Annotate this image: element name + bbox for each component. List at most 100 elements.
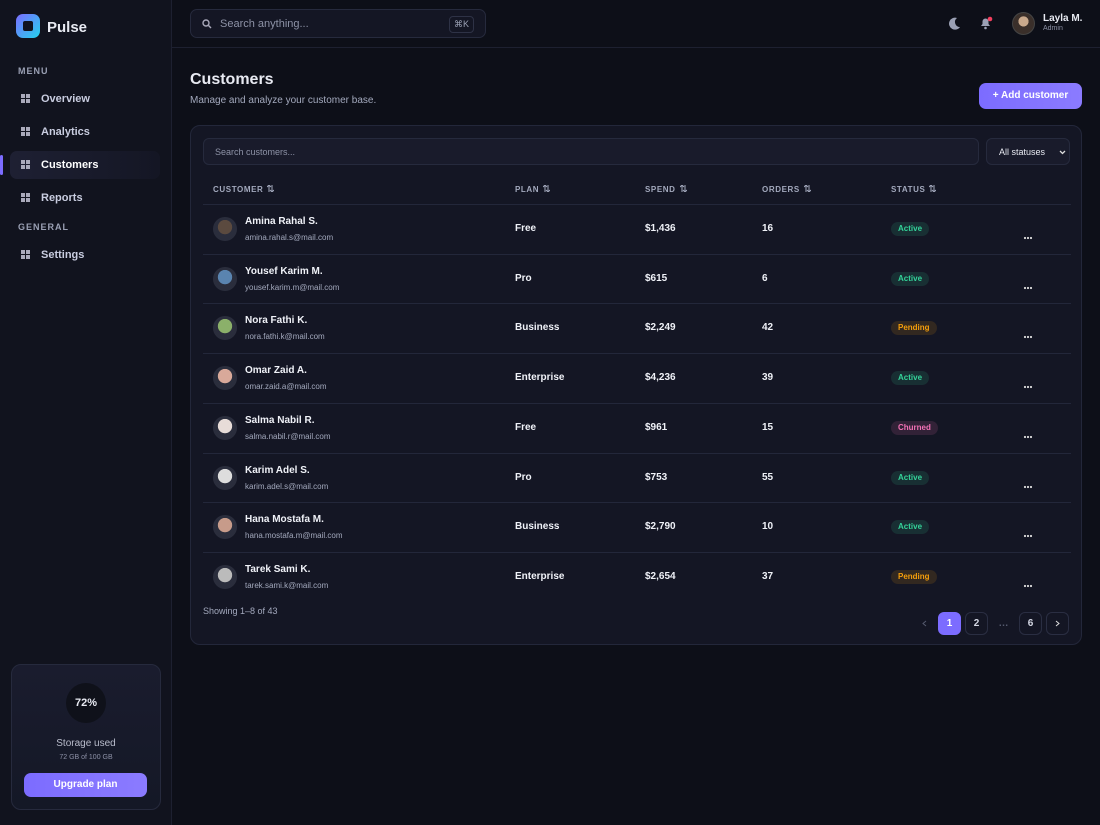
dots: [1023, 286, 1033, 289]
customer-name: Yousef Karim M.: [245, 265, 323, 277]
status-filter[interactable]: All statuses: [986, 138, 1070, 165]
user-name: Layla M.: [1043, 13, 1083, 24]
next-page[interactable]: [1046, 612, 1069, 635]
plan: Free: [515, 223, 537, 234]
nav-item[interactable]: Reports: [10, 184, 160, 212]
status-badge: Active: [891, 520, 930, 535]
page-title: Customers: [190, 71, 274, 88]
dots: [1023, 535, 1033, 538]
nav-item[interactable]: Analytics: [10, 118, 160, 146]
column-header: PLAN: [515, 184, 551, 194]
sort-icon[interactable]: [929, 184, 937, 193]
orders: 37: [762, 570, 774, 582]
avatar: [213, 465, 237, 490]
global-search[interactable]: Search anything... ⌘K: [190, 9, 486, 38]
plan: Pro: [515, 471, 532, 483]
page-button[interactable]: 1: [938, 612, 961, 635]
nav-item[interactable]: Overview: [10, 85, 160, 113]
customer-email: tarek.sami.k@mail.com: [245, 580, 329, 590]
nav-item[interactable]: Settings: [10, 241, 160, 269]
sort-icon[interactable]: [267, 184, 275, 193]
customer-email: omar.zaid.a@mail.com: [245, 382, 327, 392]
plan: Enterprise: [515, 570, 565, 582]
customer-email: karim.adel.s@mail.com: [245, 481, 329, 491]
nav-icon: [21, 94, 30, 103]
dots: [1023, 336, 1033, 339]
row-divider: [203, 402, 1071, 404]
sort-icon[interactable]: [542, 184, 551, 193]
row-divider: [203, 353, 1071, 355]
notifications[interactable]: [979, 16, 993, 30]
orders: 10: [762, 521, 774, 533]
status-badge: Churned: [891, 420, 938, 435]
plan: Pro: [515, 272, 532, 284]
row-actions[interactable]: [1023, 476, 1035, 488]
status-filter-label: All statuses: [999, 147, 1046, 157]
search-icon: [202, 19, 212, 29]
chevron-left: [922, 620, 927, 627]
column-label: SPEND: [645, 185, 676, 194]
plan: Enterprise: [515, 372, 565, 384]
logo: [16, 14, 40, 38]
status-badge: Pending: [891, 321, 937, 336]
customer-email: yousef.karim.m@mail.com: [245, 282, 340, 292]
user-avatar[interactable]: [1012, 12, 1035, 35]
brand: Pulse: [47, 19, 88, 36]
spend: $615: [645, 272, 668, 284]
status-badge: Pending: [891, 569, 937, 584]
row-actions[interactable]: [1023, 227, 1035, 240]
storage-label: Storage used: [56, 738, 116, 749]
column-header: SPEND: [645, 184, 687, 194]
sidebar: Pulse 72% Storage used 72 GB of 100 GB U…: [0, 0, 172, 825]
spend: $961: [645, 421, 668, 433]
chevron-right: [1055, 620, 1060, 627]
status-badge: Active: [891, 222, 930, 236]
row-actions[interactable]: [1023, 326, 1035, 339]
topbar: Search anything... ⌘K Layla M. Admin: [172, 0, 1100, 48]
row-actions[interactable]: [1023, 575, 1035, 587]
avatar: [213, 217, 237, 241]
nav-icon: [21, 160, 30, 169]
prev-page[interactable]: [915, 612, 935, 635]
orders: 6: [762, 272, 768, 284]
orders: 15: [762, 421, 774, 433]
user-role: Admin: [1043, 25, 1063, 32]
theme-toggle[interactable]: [948, 17, 961, 30]
nav-item[interactable]: Customers: [10, 151, 160, 179]
nav-icon: [21, 127, 30, 136]
nav-section-title: GENERAL: [18, 222, 70, 232]
dots: [1023, 236, 1033, 240]
orders: 42: [762, 322, 774, 334]
row-divider: [203, 551, 1071, 553]
spend: $2,790: [645, 521, 676, 533]
row-divider: [203, 253, 1071, 255]
column-label: CUSTOMER: [213, 185, 264, 194]
row-actions[interactable]: [1023, 525, 1035, 538]
avatar: [213, 266, 237, 291]
customer-name: Karim Adel S.: [245, 464, 310, 476]
page-button[interactable]: 2: [965, 612, 988, 635]
spend: $1,436: [645, 223, 676, 234]
avatar: [213, 415, 237, 440]
row-actions[interactable]: [1023, 277, 1035, 289]
row-actions[interactable]: [1023, 426, 1035, 438]
sort-icon[interactable]: [803, 184, 812, 193]
customer-search[interactable]: Search customers...: [203, 138, 979, 165]
upgrade-button[interactable]: Upgrade plan: [24, 773, 147, 797]
customer-email: hana.mostafa.m@mail.com: [245, 531, 343, 541]
spend: $2,249: [645, 322, 676, 334]
avatar: [213, 564, 237, 589]
dots: [1023, 584, 1033, 587]
add-customer-button[interactable]: + Add customer: [979, 83, 1082, 109]
page-button[interactable]: 6: [1019, 612, 1042, 635]
row-divider: [203, 204, 1071, 205]
storage-card: 72% Storage used 72 GB of 100 GB Upgrade…: [11, 664, 161, 810]
plan: Free: [515, 421, 537, 433]
table-footer: Showing 1–8 of 43: [203, 606, 278, 616]
orders: 55: [762, 471, 774, 483]
sort-icon[interactable]: [679, 184, 687, 193]
storage-percent: 72%: [66, 683, 106, 723]
spend: $753: [645, 471, 668, 483]
row-actions[interactable]: [1023, 376, 1035, 389]
